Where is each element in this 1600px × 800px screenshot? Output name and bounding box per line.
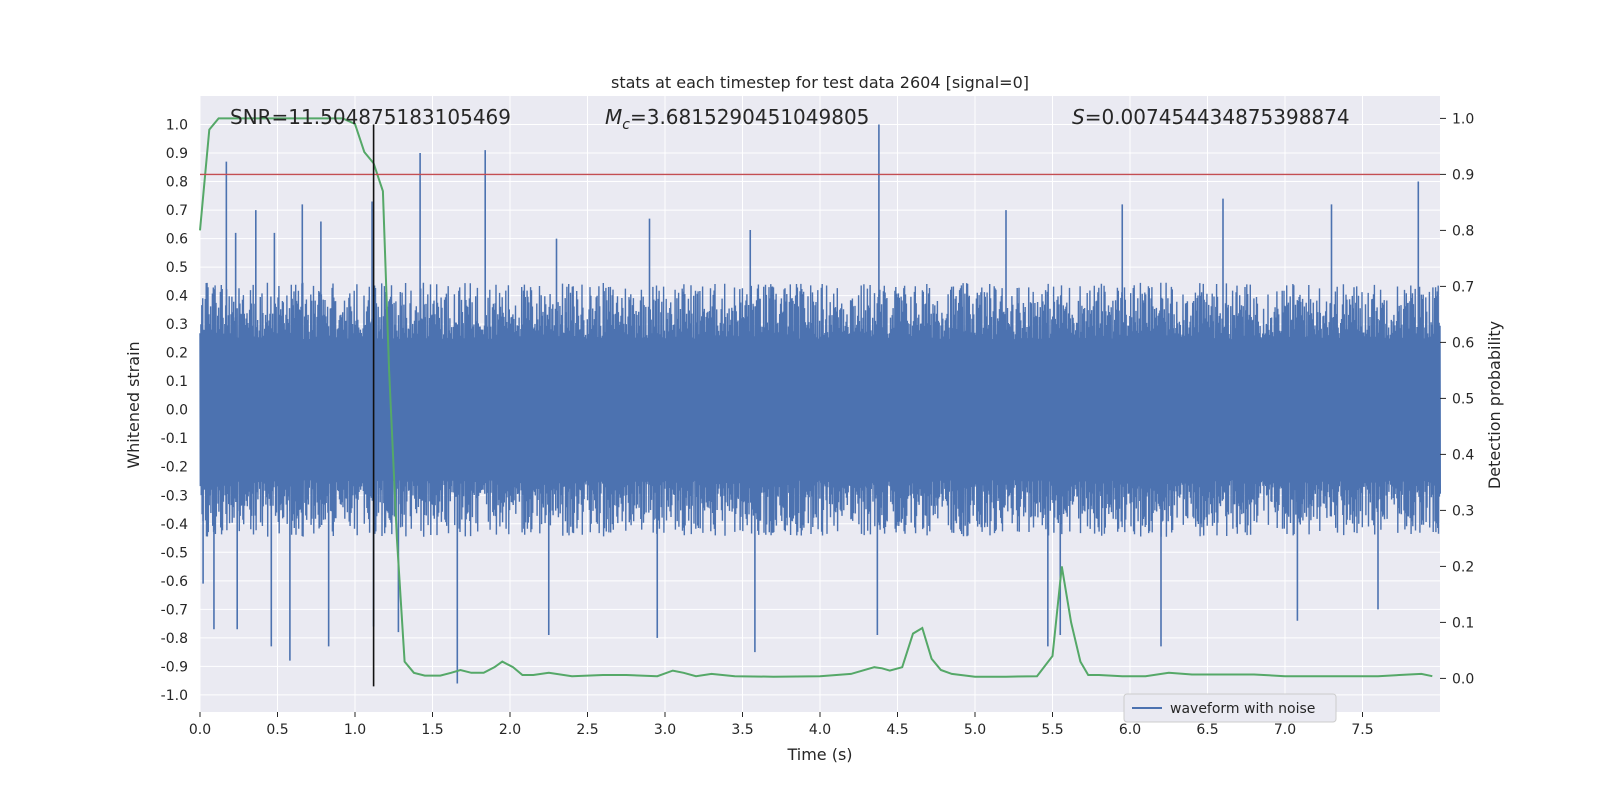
right-y-tick-label: 0.9: [1452, 167, 1474, 183]
x-tick-label: 0.0: [189, 722, 211, 738]
overlay-lines: [200, 124, 1440, 687]
left-y-tick-label: -0.9: [161, 659, 188, 675]
right-y-tick-label: 0.1: [1452, 615, 1474, 631]
left-y-tick-label: -0.5: [161, 545, 188, 561]
right-y-tick-label: 0.4: [1452, 447, 1474, 463]
left-y-tick-label: 0.6: [166, 232, 188, 248]
x-tick-label: 6.0: [1119, 722, 1141, 738]
left-y-tick-label: -1.0: [161, 688, 188, 704]
detection-series: [199, 117, 1433, 678]
left-y-tick-label: 0.0: [166, 403, 188, 419]
right-y-tick-label: 0.2: [1452, 559, 1474, 575]
right-y-tick-label: 0.8: [1452, 223, 1474, 239]
left-y-tick-label: -0.3: [161, 488, 188, 504]
left-y-tick-label: -0.1: [161, 431, 188, 447]
legend-box: [1123, 693, 1337, 723]
x-tick-label: 1.0: [344, 722, 366, 738]
x-tick-label: 7.5: [1351, 722, 1373, 738]
left-y-tick-label: 0.8: [166, 175, 188, 191]
x-tick-label: 7.0: [1274, 722, 1296, 738]
x-tick-label: 1.5: [421, 722, 443, 738]
left-y-tick-label: -0.6: [161, 574, 188, 590]
x-axis-label: Time (s): [786, 745, 852, 764]
x-tick-label: 5.5: [1041, 722, 1063, 738]
left-y-tick-label: -0.7: [161, 602, 188, 618]
left-y-axis-label: Whitened strain: [124, 341, 143, 468]
left-y-tick-label: 0.5: [166, 260, 188, 276]
x-tick-label: 3.0: [654, 722, 676, 738]
left-y-tick-label: 0.9: [166, 146, 188, 162]
waveform-line: [199, 282, 1441, 537]
snr-statistic-annotation: S=0.007454434875398874: [1072, 105, 1350, 129]
x-tick-label: 3.5: [731, 722, 753, 738]
right-y-axis-label: Detection probability: [1485, 321, 1504, 489]
left-y-tick-label: -0.2: [161, 460, 188, 476]
x-axis-ticks: 0.0 0.5 1.0 1.5 2.0 2.5 3.0 3.5 4.0 4.5 5.0 5.5 6.0 6…: [189, 712, 1374, 738]
left-y-tick-label: -0.8: [161, 631, 188, 647]
chirp-mass-annotation: Mc=3.6815290451049805: [605, 105, 869, 133]
statistic-value: =0.007454434875398874: [1085, 105, 1350, 129]
right-y-tick-label: 0.0: [1452, 671, 1474, 687]
x-tick-label: 4.5: [886, 722, 908, 738]
chart-title: stats at each timestep for test data 260…: [611, 73, 1029, 92]
left-y-tick-label: 0.3: [166, 317, 188, 333]
legend-label: waveform with noise: [1170, 701, 1315, 717]
chirp-mass-value: =3.6815290451049805: [630, 105, 869, 129]
x-tick-label: 0.5: [266, 722, 288, 738]
right-y-tick-label: 0.6: [1452, 335, 1474, 351]
left-y-axis-ticks: 1.0 0.9 0.8 0.7 0.6 0.5 0.4 0.3 0.2 0.1 0.0 -0.1 -0.…: [161, 118, 188, 704]
left-y-tick-label: 1.0: [166, 118, 188, 134]
right-y-axis-ticks: 1.0 0.9 0.8 0.7 0.6 0.5 0.4 0.3 0.2 0.1 0.0: [1440, 111, 1474, 687]
legend: waveform with noise: [1123, 693, 1337, 723]
statistic-symbol: S: [1072, 105, 1085, 129]
chirp-mass-symbol: M: [605, 105, 622, 129]
chirp-mass-subscript: c: [622, 117, 630, 133]
x-tick-label: 2.0: [499, 722, 521, 738]
left-y-tick-label: 0.1: [166, 374, 188, 390]
right-y-tick-label: 0.5: [1452, 391, 1474, 407]
right-y-tick-label: 0.7: [1452, 279, 1474, 295]
x-tick-label: 2.5: [576, 722, 598, 738]
left-y-tick-label: 0.7: [166, 203, 188, 219]
left-y-tick-label: 0.4: [166, 289, 188, 305]
right-y-tick-label: 1.0: [1452, 111, 1474, 127]
x-tick-label: 4.0: [809, 722, 831, 738]
x-tick-label: 5.0: [964, 722, 986, 738]
snr-annotation: SNR=11.504875183105469: [230, 105, 511, 129]
x-tick-label: 6.5: [1196, 722, 1218, 738]
left-y-tick-label: 0.2: [166, 346, 188, 362]
right-y-tick-label: 0.3: [1452, 503, 1474, 519]
detection-line: [199, 117, 1433, 678]
left-y-tick-label: -0.4: [161, 517, 188, 533]
